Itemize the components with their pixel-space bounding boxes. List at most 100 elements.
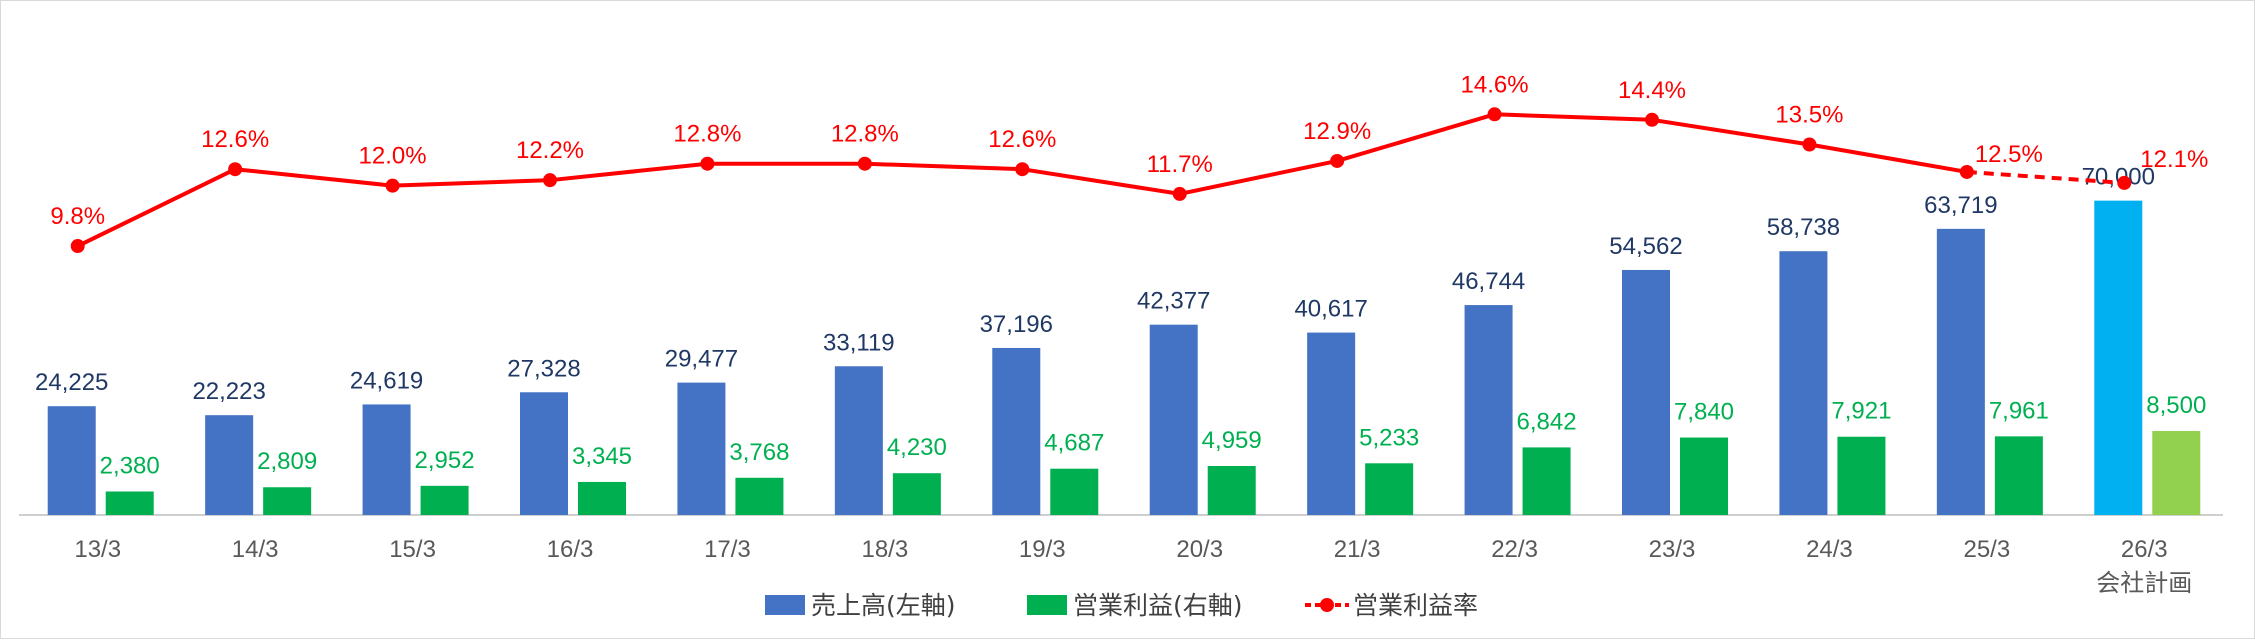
sales-bar bbox=[1149, 324, 1198, 515]
category-tick-label: 17/3 bbox=[704, 536, 751, 563]
sales-bar bbox=[1779, 251, 1828, 515]
operating-profit-bar bbox=[1365, 463, 1414, 515]
operating-profit-bar bbox=[1050, 468, 1099, 515]
sales-bar bbox=[47, 406, 96, 515]
sales-bar bbox=[205, 415, 254, 515]
legend-label-operating-profit: 営業利益(右軸) bbox=[1073, 591, 1243, 620]
sales-bar bbox=[834, 366, 883, 515]
operating-profit-bar bbox=[263, 487, 312, 515]
operating-margin-data-label: 14.4% bbox=[1618, 77, 1686, 104]
operating-margin-marker bbox=[1645, 112, 1659, 127]
sales-bar bbox=[1622, 269, 1670, 515]
operating-margin-data-label: 12.6% bbox=[988, 126, 1056, 153]
legend-label-operating-margin: 営業利益率 bbox=[1353, 591, 1478, 620]
operating-margin-marker bbox=[385, 178, 400, 193]
sales-data-label: 33,119 bbox=[823, 329, 895, 356]
operating-margin-marker bbox=[2117, 175, 2132, 190]
category-tick-label: 15/3 bbox=[389, 536, 436, 563]
sales-bar bbox=[1307, 332, 1356, 515]
operating-profit-data-label: 7,961 bbox=[1989, 397, 2049, 424]
operating-margin-marker bbox=[857, 156, 872, 171]
operating-profit-bar bbox=[420, 485, 469, 515]
operating-profit-bar bbox=[1680, 437, 1728, 515]
sales-data-label: 58,738 bbox=[1767, 214, 1840, 241]
sales-data-label: 37,196 bbox=[980, 311, 1053, 338]
sales-data-label: 42,377 bbox=[1137, 288, 1210, 315]
operating-profit-bar bbox=[892, 473, 941, 515]
category-sublabel: 会社計画 bbox=[2096, 570, 2192, 597]
operating-profit-data-label: 4,687 bbox=[1044, 430, 1104, 457]
operating-margin-data-label: 12.0% bbox=[359, 143, 427, 170]
operating-margin-marker bbox=[70, 239, 85, 254]
operating-profit-bar bbox=[2152, 431, 2201, 515]
operating-margin-data-label: 12.8% bbox=[831, 121, 899, 148]
sales-bar bbox=[1464, 305, 1513, 515]
category-tick-label: 22/3 bbox=[1491, 536, 1538, 563]
legend-swatch-operating-profit bbox=[1027, 595, 1067, 615]
sales-bar bbox=[520, 392, 568, 515]
operating-margin-data-label: 9.8% bbox=[50, 203, 105, 230]
operating-profit-data-label: 2,952 bbox=[415, 447, 475, 474]
operating-margin-marker bbox=[1959, 164, 1974, 179]
operating-profit-data-label: 7,840 bbox=[1674, 399, 1734, 426]
operating-profit-data-label: 3,768 bbox=[729, 439, 789, 466]
category-tick-label: 25/3 bbox=[1963, 536, 2010, 563]
operating-profit-bar bbox=[1994, 436, 2043, 515]
operating-profit-bar bbox=[578, 481, 626, 515]
operating-margin-data-label: 12.2% bbox=[516, 137, 584, 164]
operating-margin-marker bbox=[228, 162, 243, 177]
legend-swatch-sales bbox=[765, 595, 805, 615]
sales-bar bbox=[362, 404, 411, 515]
operating-margin-data-label: 12.6% bbox=[201, 126, 269, 153]
category-tick-label: 18/3 bbox=[861, 536, 908, 563]
operating-profit-data-label: 8,500 bbox=[2146, 392, 2206, 419]
operating-margin-data-label: 13.5% bbox=[1775, 102, 1843, 129]
operating-profit-data-label: 2,809 bbox=[257, 448, 317, 475]
sales-bar bbox=[1936, 228, 1985, 516]
sales-bar bbox=[992, 347, 1041, 515]
operating-margin-marker bbox=[1802, 137, 1817, 152]
sales-data-label: 54,562 bbox=[1609, 233, 1682, 260]
operating-margin-marker bbox=[700, 156, 715, 171]
operating-profit-data-label: 4,959 bbox=[1202, 427, 1262, 454]
operating-profit-data-label: 3,345 bbox=[572, 443, 632, 470]
operating-margin-plan-segment bbox=[1966, 169, 2125, 185]
operating-margin-marker bbox=[1015, 162, 1030, 177]
category-tick-label: 19/3 bbox=[1019, 536, 1066, 563]
category-tick-label: 14/3 bbox=[232, 536, 279, 563]
sales-data-label: 63,719 bbox=[1924, 192, 1997, 219]
operating-margin-marker bbox=[1487, 107, 1502, 122]
sales-data-label: 40,617 bbox=[1294, 296, 1367, 323]
operating-profit-data-label: 2,380 bbox=[100, 452, 160, 479]
category-tick-label: 13/3 bbox=[74, 536, 121, 563]
operating-margin-data-label: 12.8% bbox=[673, 121, 741, 148]
category-tick-label: 16/3 bbox=[547, 536, 594, 563]
sales-data-label: 24,225 bbox=[35, 369, 108, 396]
operating-margin-data-label: 11.7% bbox=[1147, 151, 1213, 178]
category-tick-label: 23/3 bbox=[1649, 536, 1696, 563]
operating-margin-data-label: 14.6% bbox=[1461, 71, 1529, 98]
category-tick-label: 26/3 bbox=[2121, 536, 2168, 563]
sales-data-label: 22,223 bbox=[192, 378, 265, 405]
sales-data-label: 27,328 bbox=[507, 355, 580, 382]
operating-profit-bar bbox=[735, 477, 784, 515]
operating-margin-marker bbox=[1330, 153, 1345, 168]
operating-margin-data-label: 12.9% bbox=[1303, 118, 1371, 145]
legend-marker-operating-margin bbox=[1320, 598, 1334, 612]
operating-margin-marker bbox=[1172, 186, 1187, 201]
operating-margin-data-label: 12.1% bbox=[2140, 146, 2208, 173]
sales-data-label: 24,619 bbox=[350, 367, 423, 394]
sales-data-label: 29,477 bbox=[665, 346, 738, 373]
category-tick-label: 20/3 bbox=[1176, 536, 1223, 563]
operating-profit-bar bbox=[1522, 447, 1571, 515]
category-tick-label: 21/3 bbox=[1334, 536, 1381, 563]
operating-profit-data-label: 5,233 bbox=[1359, 424, 1419, 451]
operating-margin-data-label: 12.5% bbox=[1975, 141, 2043, 168]
operating-profit-bar bbox=[1837, 436, 1886, 515]
operating-margin-marker bbox=[543, 173, 557, 188]
operating-profit-bar bbox=[105, 491, 154, 515]
operating-profit-data-label: 4,230 bbox=[887, 434, 947, 461]
operating-profit-data-label: 6,842 bbox=[1517, 408, 1577, 435]
